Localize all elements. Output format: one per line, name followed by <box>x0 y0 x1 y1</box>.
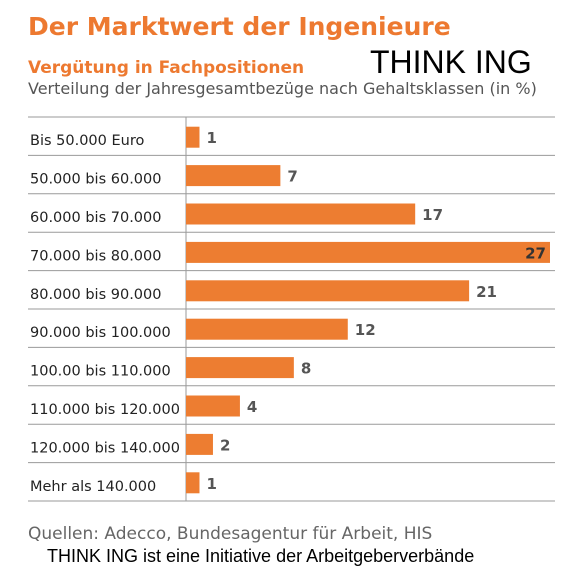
category-label: 120.000 bis 140.000 <box>30 440 180 456</box>
category-label: 110.000 bis 120.000 <box>30 402 180 418</box>
source-note: Quellen: Adecco, Bundesagentur für Arbei… <box>28 524 433 544</box>
data-label: 27 <box>525 244 546 262</box>
data-label: 17 <box>422 206 443 224</box>
data-label: 12 <box>355 321 376 339</box>
bar <box>186 280 470 302</box>
bar <box>186 433 213 455</box>
data-label: 2 <box>220 436 230 454</box>
bar <box>186 203 416 225</box>
data-label: 21 <box>476 283 497 301</box>
bar <box>186 357 294 379</box>
category-label: Mehr als 140.000 <box>30 479 156 495</box>
bar <box>186 241 550 263</box>
brand-logo-text: THINK ING <box>370 44 532 80</box>
category-label: 100.00 bis 110.000 <box>30 364 171 380</box>
category-label: 50.000 bis 60.000 <box>30 172 161 188</box>
data-label: 1 <box>206 475 216 493</box>
chart-subtitle: Vergütung in Fachpositionen <box>28 58 305 78</box>
initiative-note: THINK ING ist eine Initiative der Arbeit… <box>47 546 475 566</box>
chart-description: Verteilung der Jahresgesamtbezüge nach G… <box>28 79 537 98</box>
chart-title: Der Marktwert der Ingenieure <box>28 12 451 41</box>
category-label: Bis 50.000 Euro <box>30 133 144 149</box>
data-label: 7 <box>287 168 297 186</box>
data-label: 8 <box>301 360 311 378</box>
bar <box>186 395 240 417</box>
bar <box>186 472 200 494</box>
bar <box>186 318 348 340</box>
bar <box>186 165 281 187</box>
data-label: 4 <box>247 398 257 416</box>
category-label: 90.000 bis 100.000 <box>30 325 171 341</box>
category-label: 70.000 bis 80.000 <box>30 248 161 264</box>
category-label: 60.000 bis 70.000 <box>30 210 161 226</box>
data-label: 1 <box>206 129 216 147</box>
category-label: 80.000 bis 90.000 <box>30 287 161 303</box>
bar <box>186 126 200 148</box>
